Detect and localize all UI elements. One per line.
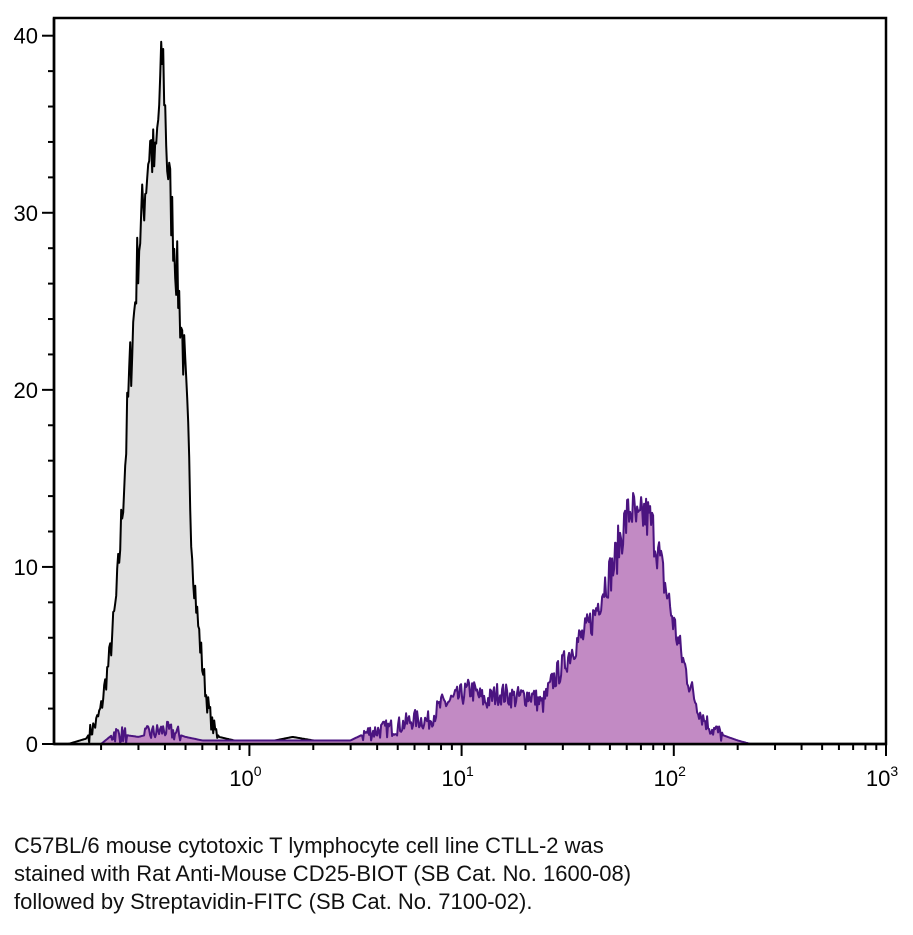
y-tick-label: 20	[14, 378, 38, 403]
series-2-line	[100, 492, 751, 745]
series-layer	[67, 40, 751, 745]
series-1-fill	[68, 41, 351, 745]
figure-caption: C57BL/6 mouse cytotoxic T lymphocyte cel…	[14, 832, 904, 916]
y-tick-label: 30	[14, 201, 38, 226]
caption-line-3: followed by Streptavidin-FITC (SB Cat. N…	[14, 889, 533, 914]
series-2	[100, 492, 751, 745]
x-tick-label: 100	[229, 763, 261, 791]
series-1	[67, 40, 351, 745]
x-tick-label: 102	[654, 763, 686, 791]
y-tick-label: 10	[14, 555, 38, 580]
series-2-fill	[101, 493, 751, 744]
y-tick-label: 40	[14, 24, 38, 49]
caption-line-1: C57BL/6 mouse cytotoxic T lymphocyte cel…	[14, 833, 604, 858]
histogram-chart: 0 10 20 30 40 100 101 102 103	[14, 16, 898, 791]
axis-layer: 0 10 20 30 40 100 101 102 103	[14, 18, 898, 791]
y-tick-label: 0	[26, 732, 38, 757]
x-tick-label: 101	[441, 763, 473, 791]
series-1-line	[67, 40, 351, 745]
caption-line-2: stained with Rat Anti-Mouse CD25-BIOT (S…	[14, 861, 632, 886]
x-tick-label: 103	[866, 763, 898, 791]
